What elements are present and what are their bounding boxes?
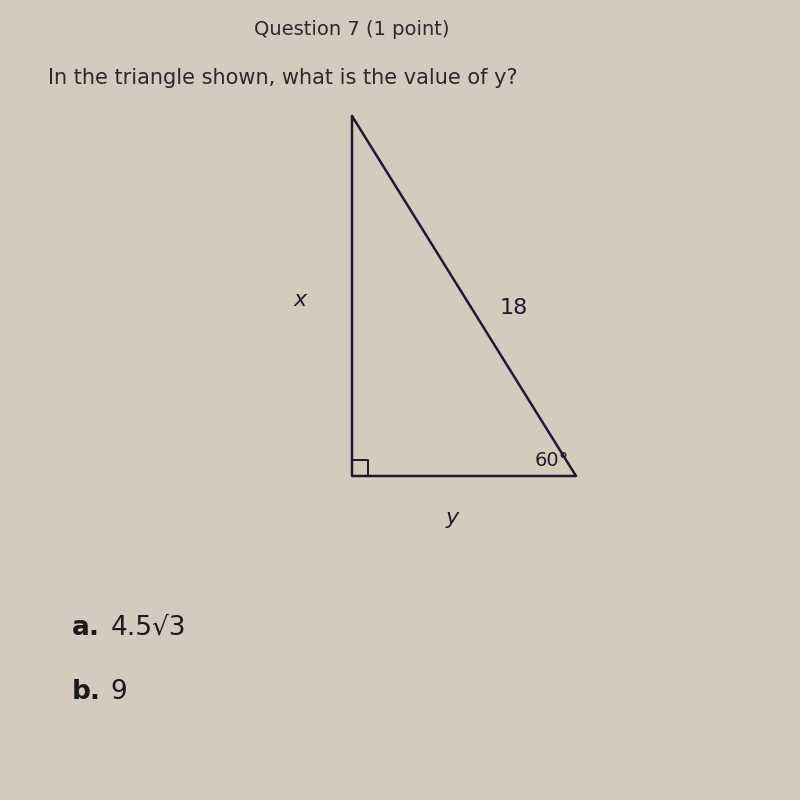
Text: y: y [446, 508, 458, 528]
Text: 4.5√3: 4.5√3 [110, 615, 186, 641]
Text: b.: b. [72, 679, 101, 705]
Text: Question 7 (1 point): Question 7 (1 point) [254, 20, 450, 39]
Text: 60°: 60° [534, 450, 569, 470]
Text: a.: a. [72, 615, 100, 641]
Text: 9: 9 [110, 679, 127, 705]
Text: x: x [294, 290, 306, 310]
Text: 18: 18 [500, 298, 528, 318]
Text: In the triangle shown, what is the value of y?: In the triangle shown, what is the value… [48, 68, 518, 88]
